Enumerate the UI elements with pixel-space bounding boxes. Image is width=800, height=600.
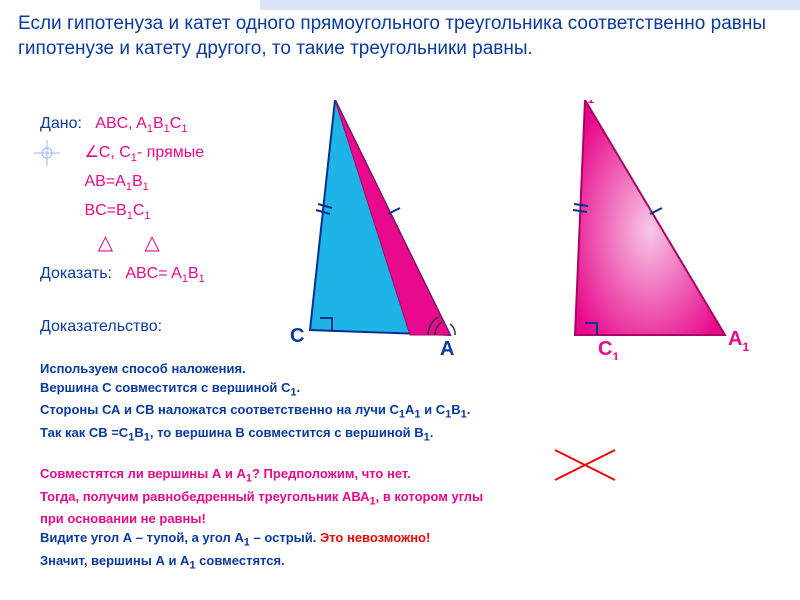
triangle-icon: △ <box>144 226 159 260</box>
triangles-diagram: B C A B1 C1 A1 <box>280 100 780 360</box>
triangle-a1b1c1 <box>575 100 725 335</box>
vertex-label-B1: B1 <box>573 100 594 106</box>
vertex-label-C: C <box>290 325 304 347</box>
angle-icon: ∠ <box>84 144 98 161</box>
vertex-label-C1: C1 <box>598 338 619 360</box>
angle-arc <box>450 324 455 335</box>
prove-label: Доказать: <box>40 265 112 282</box>
proof-label: Доказательство: <box>40 318 162 336</box>
red-cross-icon <box>550 445 620 485</box>
given-block: Дано: ABC, A1B1C1 ∠C, C1- прямые AB=A1B1… <box>40 110 205 288</box>
vertex-label-B: B <box>323 100 337 102</box>
banner-strip <box>260 0 800 10</box>
vertex-label-A: A <box>440 338 454 360</box>
proof-body: Используем способ наложения. Вершина С с… <box>40 360 780 574</box>
triangle-icon: △ <box>98 226 113 260</box>
given-label: Дано: <box>40 115 82 132</box>
vertex-label-A1: A1 <box>728 328 749 354</box>
